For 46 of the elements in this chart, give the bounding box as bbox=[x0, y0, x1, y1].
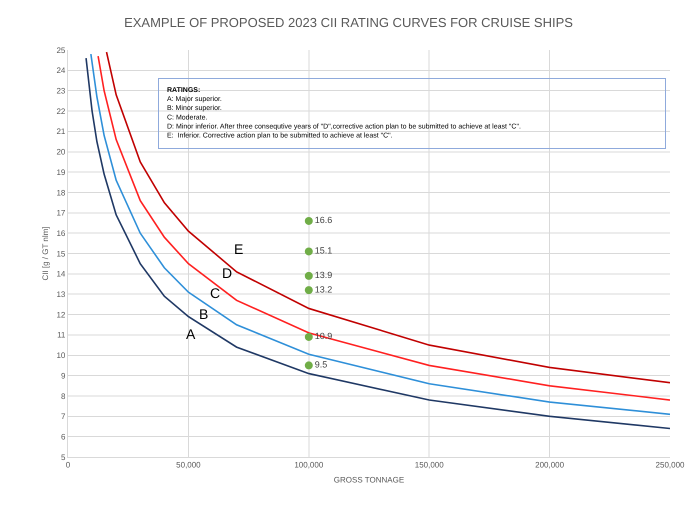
y-tick-label: 25 bbox=[56, 46, 66, 55]
y-tick-label: 19 bbox=[56, 168, 66, 177]
x-tick-label: 50,000 bbox=[176, 460, 202, 470]
y-tick-label: 13 bbox=[56, 290, 66, 299]
annotation: E bbox=[234, 241, 244, 257]
y-tick-label: 12 bbox=[56, 310, 66, 320]
x-tick-label: 150,000 bbox=[414, 460, 444, 470]
y-tick-label: 24 bbox=[56, 66, 66, 76]
data-label: 13.9 bbox=[314, 270, 332, 280]
point bbox=[304, 332, 313, 341]
point bbox=[304, 272, 313, 280]
annotation: D bbox=[222, 265, 232, 281]
data-label: 16.6 bbox=[314, 215, 332, 226]
y-tick-label: 18 bbox=[56, 188, 66, 198]
data-label: 15.1 bbox=[314, 246, 332, 256]
y-tick-label: 8 bbox=[60, 392, 66, 401]
point bbox=[304, 361, 313, 370]
data-label: 13.2 bbox=[314, 284, 332, 294]
y-tick-label: 23 bbox=[56, 86, 66, 96]
y-tick-label: 22 bbox=[56, 106, 66, 116]
y-axis-title: CII [g / GT nlm] bbox=[41, 226, 50, 281]
y-tick-label: 21 bbox=[56, 127, 66, 136]
y-tick-label: 15 bbox=[56, 249, 66, 258]
point bbox=[304, 216, 313, 225]
y-tick-label: 14 bbox=[56, 270, 66, 279]
y-tick-label: 17 bbox=[56, 208, 66, 218]
annotation: A bbox=[186, 326, 196, 342]
chart-title: EXAMPLE OF PROPOSED 2023 CII RATING CURVES FOR CRUISE SHIPS bbox=[124, 14, 574, 30]
y-tick-label: 10 bbox=[56, 351, 66, 360]
y-tick-label: 5 bbox=[60, 452, 66, 462]
y-tick-label: 16 bbox=[56, 228, 66, 238]
annotation: C bbox=[210, 285, 220, 301]
annotation: B bbox=[199, 306, 208, 322]
x-tick-label: 0 bbox=[66, 460, 71, 470]
data-label: 9.5 bbox=[314, 360, 328, 370]
y-tick-label: 11 bbox=[57, 330, 66, 340]
x-tick-label: 200,000 bbox=[535, 460, 565, 470]
y-tick-label: 6 bbox=[60, 432, 66, 442]
y-tick-label: 20 bbox=[56, 148, 66, 157]
y-tick-label: 9 bbox=[60, 371, 66, 380]
y-tick-label: 7 bbox=[60, 412, 66, 422]
point bbox=[304, 247, 313, 256]
x-tick-label: 250,000 bbox=[656, 460, 686, 470]
x-tick-label: 100,000 bbox=[294, 460, 324, 470]
point bbox=[304, 286, 313, 294]
x-axis-title: GROSS TONNAGE bbox=[334, 476, 404, 485]
